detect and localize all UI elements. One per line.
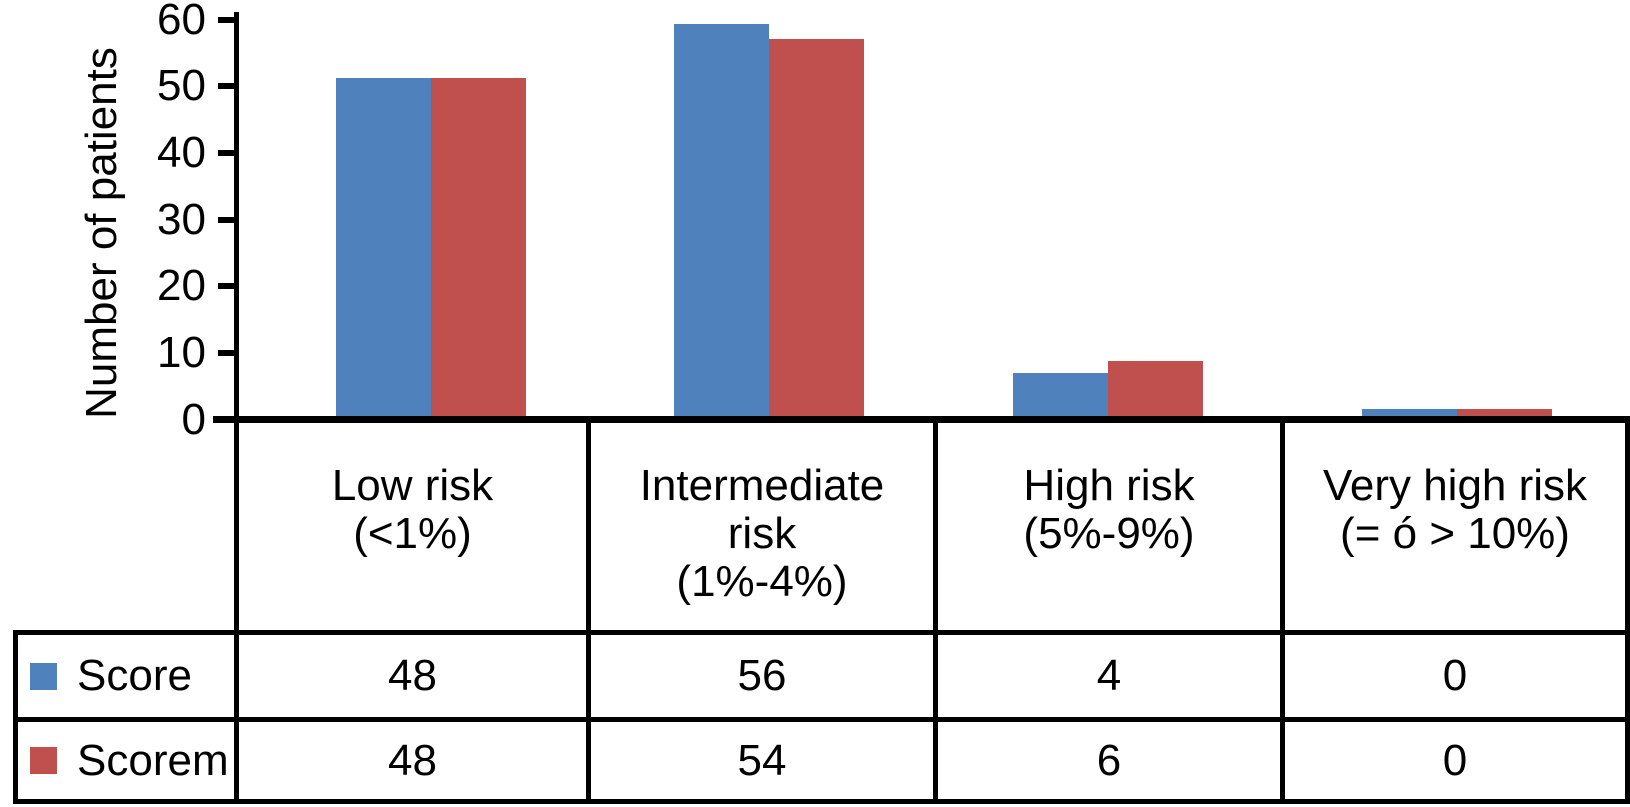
y-axis-tick-mark [218, 217, 234, 223]
y-axis-tick-mark [218, 17, 234, 23]
x-axis-line [213, 416, 1630, 423]
table-value-scorem-category-3: 0 [1442, 735, 1468, 785]
category-cell-3: Very high risk (= ó > 10%) [1285, 425, 1625, 630]
table-value-score-category-2: 4 [1096, 651, 1122, 700]
category-cell-1: Intermediate risk (1%-4%) [591, 425, 933, 630]
y-tick-label-0: 0 [181, 395, 206, 444]
table-horizontal-border-3 [13, 799, 1630, 804]
table-value-scorem-category-1: 54 [737, 735, 787, 785]
y-tick-label-60: 60 [157, 0, 206, 44]
bar-score-category-0 [336, 78, 431, 423]
y-axis-title: Number of patients [77, 47, 126, 419]
category-label-line: (<1%) [353, 509, 472, 558]
bar-scorem-category-1 [769, 39, 864, 422]
table-value-score-category-3: 0 [1442, 651, 1468, 700]
table-vertical-border-3 [1280, 416, 1285, 804]
legend-label-score: Score [77, 651, 192, 700]
legend-cell-score: Score [18, 635, 234, 717]
category-label-line: (1%-4%) [676, 557, 848, 606]
category-label-line: (5%-9%) [1023, 509, 1195, 558]
table-vertical-border-4 [1625, 416, 1630, 804]
category-label-line: Intermediate [639, 461, 885, 510]
category-label-line: (= ó > 10%) [1340, 509, 1570, 558]
y-axis-tick-mark [218, 150, 234, 156]
legend-cell-scorem: Scorem [18, 722, 234, 799]
y-axis-tick-mark [218, 83, 234, 89]
bar-scorem-category-2 [1108, 361, 1203, 422]
legend-column-left-border [13, 630, 18, 804]
table-horizontal-border-2 [13, 717, 1630, 722]
y-axis-tick-mark [218, 283, 234, 289]
table-vertical-border-1 [586, 416, 591, 804]
y-axis-tick-mark [218, 350, 234, 356]
y-tick-label-50: 50 [157, 61, 206, 110]
table-vertical-border-2 [933, 416, 938, 804]
table-value-score-category-1: 56 [737, 651, 787, 700]
category-label-line: High risk [1023, 461, 1195, 510]
legend-label-scorem: Scorem [77, 735, 229, 785]
category-label-line: Very high risk [1322, 461, 1588, 510]
bar-scorem-category-0 [431, 78, 526, 423]
category-label-line: risk [727, 509, 797, 558]
category-cell-2: High risk (5%-9%) [938, 425, 1280, 630]
y-tick-label-10: 10 [157, 328, 206, 377]
legend-swatch-score [30, 662, 57, 690]
y-tick-label-40: 40 [157, 128, 206, 177]
bar-score-category-1 [674, 24, 769, 422]
table-horizontal-border-1 [13, 630, 1630, 635]
category-label-line: Low risk [331, 461, 494, 510]
y-tick-label-30: 30 [157, 195, 206, 244]
y-axis-line [234, 12, 239, 804]
category-cell-0: Low risk (<1%) [239, 425, 586, 630]
table-value-scorem-category-0: 48 [388, 735, 437, 785]
table-value-score-category-0: 48 [388, 651, 437, 700]
table-value-scorem-category-2: 6 [1096, 735, 1122, 785]
legend-swatch-scorem [30, 747, 57, 774]
bar-score-category-2 [1013, 373, 1108, 422]
y-tick-label-20: 20 [157, 261, 206, 310]
